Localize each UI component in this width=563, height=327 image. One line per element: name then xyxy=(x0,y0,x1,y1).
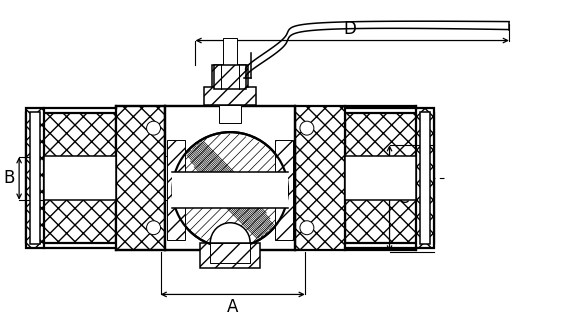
Circle shape xyxy=(172,132,288,248)
Circle shape xyxy=(146,221,160,235)
Bar xyxy=(224,38,237,65)
Bar xyxy=(421,112,430,244)
Bar xyxy=(166,106,295,250)
Bar xyxy=(30,112,40,244)
Bar xyxy=(295,106,345,250)
Bar xyxy=(211,94,250,106)
Bar xyxy=(417,108,434,248)
Text: A: A xyxy=(226,298,238,317)
Circle shape xyxy=(211,223,250,263)
Bar xyxy=(345,156,417,200)
Bar xyxy=(219,105,241,123)
Circle shape xyxy=(300,221,314,235)
Bar xyxy=(211,243,250,263)
Circle shape xyxy=(146,121,160,135)
Text: B: B xyxy=(3,169,15,187)
Bar xyxy=(166,156,295,200)
Bar xyxy=(44,156,116,200)
Bar xyxy=(167,140,185,240)
Bar xyxy=(26,108,44,248)
Bar xyxy=(172,172,288,208)
Text: D: D xyxy=(343,20,356,38)
Circle shape xyxy=(300,121,314,135)
Bar xyxy=(116,106,166,250)
Bar xyxy=(215,65,246,89)
Bar xyxy=(275,140,293,240)
Bar xyxy=(200,243,260,267)
Bar xyxy=(204,87,256,105)
Text: C: C xyxy=(397,189,408,207)
Bar xyxy=(212,65,248,87)
Bar xyxy=(26,113,116,243)
Bar xyxy=(345,113,434,243)
